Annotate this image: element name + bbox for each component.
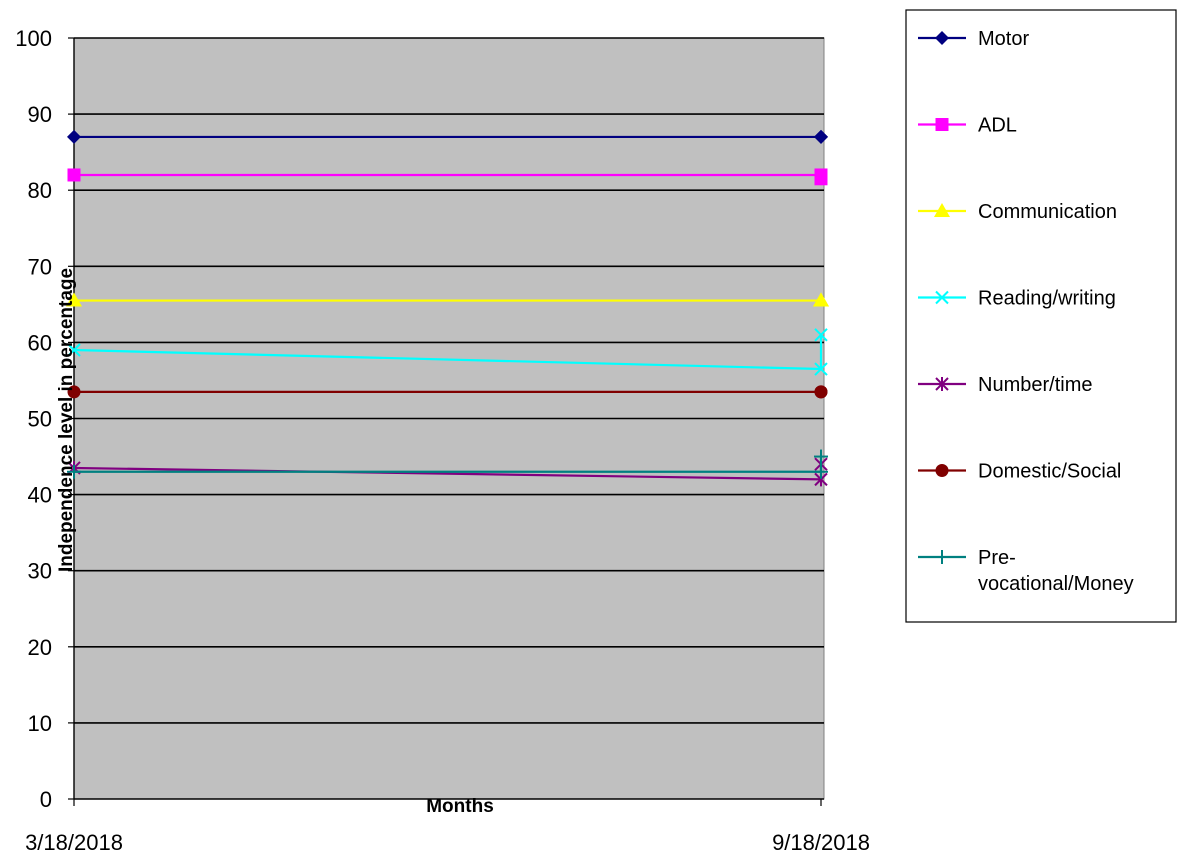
marker-diamond bbox=[935, 31, 949, 45]
axes: 0 10 20 30 40 50 60 70 80 90 100 3/18/2018 9/18/2018 bbox=[15, 26, 870, 855]
series-reading-writing bbox=[67, 328, 828, 376]
data-point bbox=[67, 464, 81, 479]
marker-diamond bbox=[814, 129, 828, 144]
data-point bbox=[935, 118, 949, 131]
marker-square bbox=[935, 118, 949, 131]
marker-triangle bbox=[66, 292, 82, 307]
data-point bbox=[814, 385, 828, 399]
series-domestic-social bbox=[67, 385, 828, 399]
marker-diamond bbox=[67, 129, 81, 144]
data-point bbox=[814, 362, 828, 376]
y-tick-label: 10 bbox=[28, 711, 52, 736]
legend-item: Number/time bbox=[918, 374, 1092, 396]
data-point bbox=[67, 343, 81, 357]
y-tick-label: 30 bbox=[28, 559, 52, 584]
legend-label: Motor bbox=[978, 28, 1029, 50]
marker-circle bbox=[935, 464, 949, 477]
series-pre-vocational-money bbox=[67, 449, 828, 479]
data-point bbox=[814, 328, 828, 342]
legend-item: Pre-vocational/Money bbox=[918, 547, 1134, 595]
legend-label: Number/time bbox=[978, 374, 1092, 396]
y-tick-label: 60 bbox=[28, 330, 52, 355]
y-tick-label: 70 bbox=[28, 254, 52, 279]
legend-label: Pre- bbox=[978, 547, 1016, 569]
x-tick-label: 3/18/2018 bbox=[25, 830, 123, 855]
marker-x bbox=[814, 328, 828, 342]
series-adl bbox=[67, 168, 828, 186]
data-point bbox=[813, 292, 829, 307]
marker-square bbox=[814, 172, 828, 186]
legend-item: Communication bbox=[918, 201, 1117, 223]
legend-item: Reading/writing bbox=[918, 288, 1116, 310]
marker-circle bbox=[67, 385, 81, 399]
data-point bbox=[814, 464, 828, 479]
y-tick-label: 100 bbox=[15, 26, 52, 51]
legend-label: vocational/Money bbox=[978, 573, 1134, 595]
data-point bbox=[67, 129, 81, 144]
series-communication bbox=[66, 292, 829, 307]
y-tick-label: 50 bbox=[28, 407, 52, 432]
data-point bbox=[935, 550, 949, 564]
legend-box bbox=[905, 9, 1177, 623]
legend: Motor ADL Communication Reading/writing Numb… bbox=[905, 9, 1177, 623]
series-motor bbox=[67, 129, 828, 144]
marker-triangle bbox=[934, 203, 950, 217]
marker-x bbox=[67, 343, 81, 357]
y-tick-label: 20 bbox=[28, 635, 52, 660]
legend-label: Reading/writing bbox=[978, 288, 1116, 310]
legend-item: Domestic/Social bbox=[918, 461, 1121, 483]
data-point bbox=[935, 31, 949, 45]
y-axis-title: Independence level in percentage bbox=[56, 268, 77, 572]
x-axis-title: Months bbox=[426, 796, 494, 817]
marker-square bbox=[67, 168, 81, 182]
data-point bbox=[814, 449, 828, 464]
data-point bbox=[67, 168, 81, 182]
data-point bbox=[814, 172, 828, 186]
data-point bbox=[67, 385, 81, 399]
legend-label: ADL bbox=[978, 115, 1017, 137]
marker-x bbox=[935, 290, 949, 305]
data-point bbox=[66, 292, 82, 307]
data-point bbox=[814, 129, 828, 144]
series-group bbox=[66, 129, 829, 487]
data-point bbox=[935, 464, 949, 477]
data-point bbox=[934, 203, 950, 217]
legend-label: Communication bbox=[978, 201, 1117, 223]
marker-triangle bbox=[813, 292, 829, 307]
y-tick-label: 90 bbox=[28, 102, 52, 127]
y-tick-label: 40 bbox=[28, 483, 52, 508]
legend-label: Domestic/Social bbox=[978, 461, 1121, 483]
marker-circle bbox=[814, 385, 828, 399]
gridlines bbox=[74, 37, 824, 724]
legend-item: ADL bbox=[918, 115, 1017, 137]
y-tick-label: 80 bbox=[28, 178, 52, 203]
data-point bbox=[935, 290, 949, 305]
data-point bbox=[935, 377, 949, 391]
legend-item: Motor bbox=[918, 28, 1029, 50]
x-tick-label: 9/18/2018 bbox=[772, 830, 870, 855]
marker-x bbox=[814, 362, 828, 376]
y-tick-label: 0 bbox=[40, 787, 52, 812]
